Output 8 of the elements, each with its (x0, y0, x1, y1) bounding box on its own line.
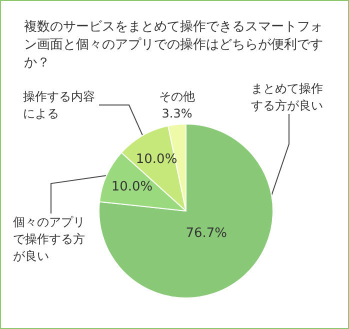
slice-label: 個々のアプリで操作する方が良い (13, 215, 85, 263)
data-label: 76.7% (186, 226, 228, 242)
slice-label: その他 (159, 90, 195, 104)
data-label: 10.0% (111, 179, 153, 194)
slice-label: 操作する内容による (23, 90, 95, 120)
slice-label: まとめて操作する方が良い (251, 82, 323, 112)
chart-title: 複数のサービスをまとめて操作できるスマートフォン画面と個々のアプリでの操作はどちらが便利ですか？ (24, 20, 323, 70)
data-label: 3.3% (162, 106, 192, 120)
